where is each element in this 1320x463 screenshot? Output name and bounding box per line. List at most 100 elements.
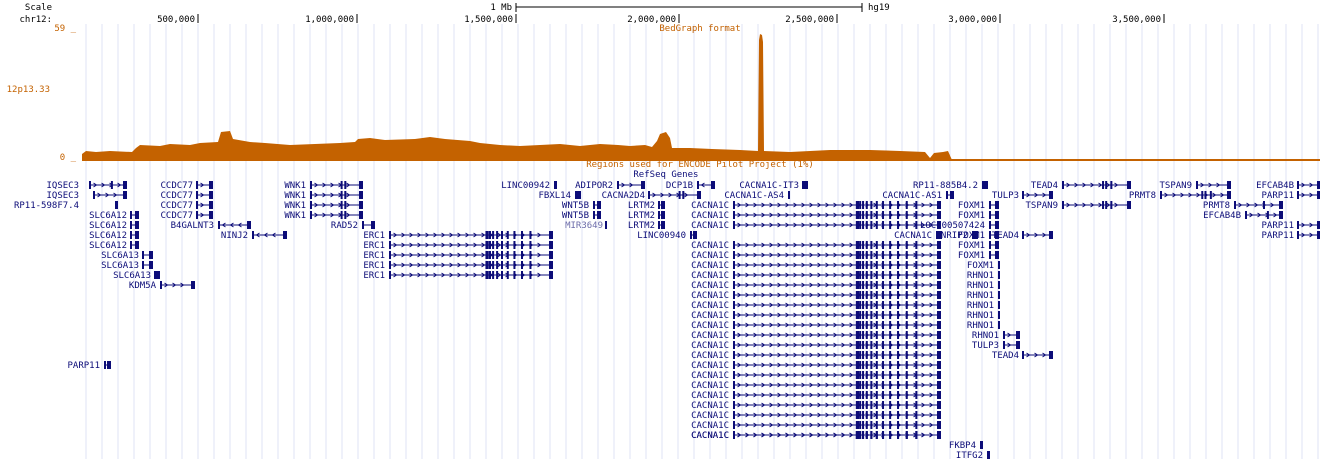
gene-glyph[interactable] <box>658 201 665 209</box>
gene-glyph[interactable] <box>733 371 941 379</box>
gene-item[interactable]: LRTM2 <box>628 201 665 211</box>
gene-item[interactable]: SLC6A12 <box>89 231 139 241</box>
gene-item[interactable]: CACNA1C-AS4 <box>724 191 790 201</box>
gene-item[interactable]: CACNA1C <box>691 401 941 411</box>
gene-label[interactable]: CACNA1C <box>691 401 729 411</box>
gene-item[interactable]: FKBP4 <box>949 441 983 451</box>
gene-glyph[interactable] <box>733 321 941 329</box>
gene-item[interactable]: IQSEC3 <box>46 181 127 191</box>
gene-glyph[interactable] <box>89 181 127 189</box>
gene-item[interactable]: LRTM2 <box>628 211 665 221</box>
gene-item[interactable]: PARP11 <box>1261 221 1320 231</box>
gene-glyph[interactable] <box>733 241 941 249</box>
gene-glyph[interactable] <box>389 231 553 239</box>
gene-item[interactable]: SLC6A13 <box>101 251 153 261</box>
gene-label[interactable]: FOXM1 <box>958 241 985 251</box>
gene-glyph[interactable] <box>989 251 999 259</box>
gene-item[interactable]: PRMT8 <box>1129 191 1231 201</box>
gene-item[interactable]: ERC1 <box>363 251 553 261</box>
gene-item[interactable]: ADIPOR2 <box>575 181 645 191</box>
gene-item[interactable]: PRMT8 <box>1203 201 1283 211</box>
gene-item[interactable]: FOXM1 <box>958 241 999 251</box>
gene-glyph[interactable] <box>802 181 808 189</box>
gene-label[interactable]: RHNO1 <box>967 291 994 301</box>
gene-item[interactable]: PARP11 <box>67 361 111 371</box>
gene-item[interactable]: RHNO1 <box>967 311 1000 321</box>
gene-glyph[interactable] <box>196 181 213 189</box>
gene-label[interactable]: CACNA1C <box>691 241 729 251</box>
gene-item[interactable]: FBXL14 <box>538 191 581 201</box>
gene-item[interactable]: CACNA1C <box>691 241 941 251</box>
gene-item[interactable]: CACNA1C <box>691 411 941 421</box>
gene-item[interactable]: RHNO1 <box>972 331 1020 341</box>
gene-item[interactable]: ERC1 <box>363 261 553 271</box>
gene-label[interactable]: ERC1 <box>363 261 385 271</box>
gene-item[interactable]: CACNA1C-IT3 <box>739 181 808 191</box>
gene-label[interactable]: ADIPOR2 <box>575 181 613 191</box>
gene-item[interactable]: SLC6A12 <box>89 241 139 251</box>
gene-item[interactable]: LOC100507424 <box>920 221 999 231</box>
gene-glyph[interactable] <box>998 281 1000 289</box>
gene-item[interactable]: RHNO1 <box>967 321 1000 331</box>
gene-glyph[interactable] <box>998 271 1000 279</box>
gene-glyph[interactable] <box>575 191 581 199</box>
gene-label[interactable]: TSPAN9 <box>1159 181 1192 191</box>
gene-item[interactable]: CACNA1C <box>691 281 941 291</box>
gene-item[interactable]: RHNO1 <box>967 271 1000 281</box>
gene-item[interactable]: DCP1B <box>666 181 715 191</box>
gene-item[interactable]: CACNA2D4 <box>602 191 701 201</box>
gene-label[interactable]: ERC1 <box>363 271 385 281</box>
gene-glyph[interactable] <box>1297 231 1320 239</box>
gene-item[interactable]: PARP11 <box>1261 191 1320 201</box>
gene-glyph[interactable] <box>115 201 118 209</box>
gene-item[interactable]: CCDC77 <box>160 191 213 201</box>
gene-item[interactable]: FOXM1 <box>958 231 999 241</box>
gene-glyph[interactable] <box>733 341 941 349</box>
gene-glyph[interactable] <box>1234 201 1283 209</box>
gene-label[interactable]: SLC6A12 <box>89 211 127 221</box>
gene-glyph[interactable] <box>733 421 941 429</box>
gene-label[interactable]: CACNA2D4 <box>602 191 645 201</box>
gene-glyph[interactable] <box>733 271 941 279</box>
gene-label[interactable]: FOXM1 <box>967 261 994 271</box>
gene-glyph[interactable] <box>733 311 941 319</box>
bedgraph-track[interactable]: BedGraph format 59 _ 0 _ 12p13.33 <box>7 24 1320 163</box>
gene-label[interactable]: RHNO1 <box>967 311 994 321</box>
gene-label[interactable]: CACNA1C-IT3 <box>739 181 799 191</box>
gene-glyph[interactable] <box>989 231 999 239</box>
gene-glyph[interactable] <box>733 261 941 269</box>
gene-glyph[interactable] <box>130 241 139 249</box>
gene-glyph[interactable] <box>362 221 375 229</box>
gene-label[interactable]: RHNO1 <box>972 331 999 341</box>
gene-item[interactable]: CACNA1C <box>691 381 941 391</box>
gene-label[interactable]: FOXM1 <box>958 201 985 211</box>
gene-item[interactable]: ERC1 <box>363 231 553 241</box>
gene-glyph[interactable] <box>733 431 941 439</box>
gene-glyph[interactable] <box>648 191 701 199</box>
gene-label[interactable]: NINJ2 <box>221 231 248 241</box>
gene-glyph[interactable] <box>310 181 363 189</box>
gene-glyph[interactable] <box>1003 331 1020 339</box>
gene-label[interactable]: CACNA1C <box>691 201 729 211</box>
gene-glyph[interactable] <box>658 221 665 229</box>
gene-item[interactable]: CACNA1C <box>691 331 941 341</box>
gene-label[interactable]: WNK1 <box>284 201 306 211</box>
gene-glyph[interactable] <box>389 271 553 279</box>
gene-label[interactable]: TULP3 <box>992 191 1019 201</box>
gene-label[interactable]: RP11-598F7.4 <box>14 201 79 211</box>
gene-item[interactable]: MIR3649 <box>565 221 607 231</box>
gene-glyph[interactable] <box>733 291 941 299</box>
gene-item[interactable]: CACNA1C <box>691 431 941 441</box>
gene-item[interactable]: CACNA1C <box>691 361 941 371</box>
gene-glyph[interactable] <box>142 251 153 259</box>
gene-glyph[interactable] <box>130 231 139 239</box>
gene-glyph[interactable] <box>1160 191 1231 199</box>
gene-label[interactable]: WNK1 <box>284 181 306 191</box>
gene-item[interactable]: ERC1 <box>363 241 553 251</box>
gene-glyph[interactable] <box>982 181 988 189</box>
gene-item[interactable]: TSPAN9 <box>1159 181 1231 191</box>
gene-item[interactable]: WNT5B <box>562 201 601 211</box>
gene-label[interactable]: CACNA1C <box>691 421 729 431</box>
gene-glyph[interactable] <box>733 201 941 209</box>
